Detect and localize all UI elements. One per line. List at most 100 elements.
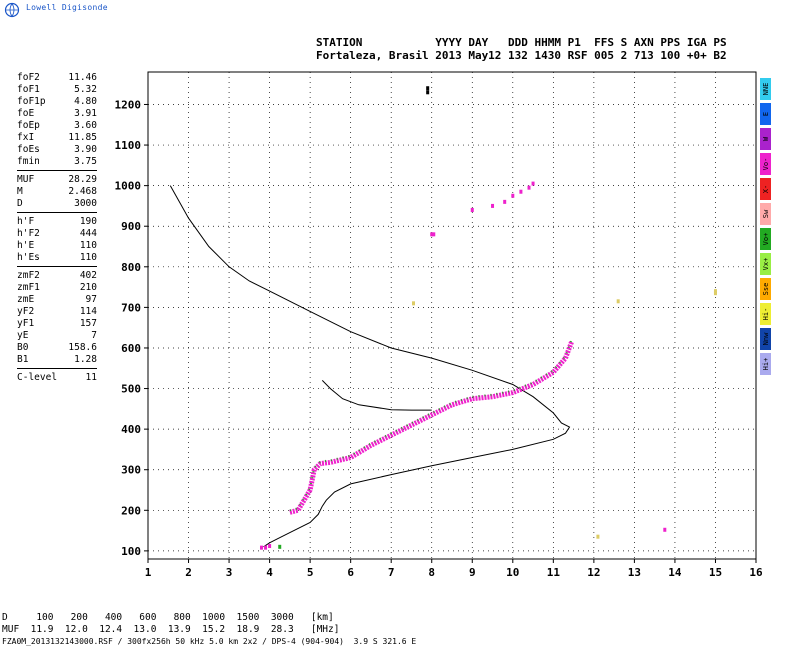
legend-item: Hi- [760, 303, 771, 325]
x-tick-label: 1 [145, 566, 152, 579]
legend-label: Hi- [761, 307, 770, 321]
legend-item: NNE [760, 78, 771, 100]
parameter-name: foE [17, 108, 35, 119]
parameter-name: fxI [17, 132, 35, 143]
parameter-name: D [17, 198, 23, 209]
x-tick-label: 14 [668, 566, 682, 579]
x-axis: 1 2 3 4 5 6 7 8 9 10 11 12 13 14 15 16 [145, 559, 763, 579]
parameter-row: foF2 11.46 [17, 72, 97, 84]
echo-point [470, 207, 474, 212]
y-axis: 100 200 300 400 500 600 700 800 900 1000 1100 1200 [115, 98, 148, 558]
echo-point [519, 189, 523, 194]
parameter-name: MUF [17, 174, 35, 185]
parameter-separator [17, 368, 97, 369]
parameter-value: 3.90 [74, 144, 97, 155]
parameter-name: foF1p [17, 96, 46, 107]
parameter-name: h'E [17, 240, 35, 251]
parameter-name: B0 [17, 342, 29, 353]
legend-item: Nnw [760, 328, 771, 350]
parameter-name: yE [17, 330, 29, 341]
echo-point [264, 545, 268, 550]
parameter-value: 210 [79, 282, 97, 293]
logo-text: Lowell Digisonde [26, 3, 108, 12]
echo-point [268, 544, 272, 549]
parameter-value: 158.6 [68, 342, 97, 353]
parameter-name: h'Es [17, 252, 40, 263]
parameter-value: 3.75 [74, 156, 97, 167]
parameter-name: B1 [17, 354, 29, 365]
y-tick-label: 200 [121, 504, 141, 517]
parameter-name: zmE [17, 294, 35, 305]
parameter-name: fmin [17, 156, 40, 167]
legend-label: X- [761, 184, 770, 194]
muf-row-frequency: MUF 11.9 12.0 12.4 13.0 13.9 15.2 18.9 2… [2, 624, 340, 635]
echo-point [511, 193, 515, 198]
logo: Lowell Digisonde [4, 2, 124, 18]
legend-item: Vx+ [760, 253, 771, 275]
muf-row-distance: D 100 200 400 600 800 1000 1500 3000 [km… [2, 612, 334, 623]
x-tick-label: 8 [428, 566, 435, 579]
plot-frame [147, 71, 757, 560]
parameter-value: 11.46 [68, 72, 97, 83]
legend-label: Vx+ [761, 257, 770, 271]
y-tick-label: 400 [121, 423, 141, 436]
y-tick-label: 900 [121, 220, 141, 233]
parameter-name: C-level [17, 372, 58, 383]
echo-point [527, 185, 531, 190]
y-tick-label: 1100 [115, 139, 142, 152]
legend-label: NNE [761, 82, 770, 96]
x-tick-label: 12 [587, 566, 600, 579]
echo-point [259, 545, 263, 550]
echo-point [432, 232, 436, 237]
parameter-name: h'F2 [17, 228, 40, 239]
parameter-row: B1 1.28 [17, 354, 97, 366]
echo-point [531, 181, 535, 186]
parameter-row: foF1p 4.80 [17, 96, 97, 108]
parameter-row: h'F 190 [17, 216, 97, 228]
parameter-name: yF2 [17, 306, 35, 317]
x-tick-label: 7 [388, 566, 395, 579]
echo-point [713, 289, 717, 294]
x-tick-label: 15 [709, 566, 722, 579]
parameter-name: foF1 [17, 84, 40, 95]
y-tick-label: 600 [121, 342, 141, 355]
x-tick-label: 2 [185, 566, 192, 579]
globe-icon [4, 2, 20, 18]
parameter-row: h'E 110 [17, 240, 97, 252]
x-tick-label: 10 [506, 566, 519, 579]
station-header: STATION YYYY DAY DDD HHMM P1 FFS S AXN P… [316, 36, 727, 62]
y-tick-label: 700 [121, 301, 141, 314]
parameter-row: M 2.468 [17, 186, 97, 198]
parameter-row: C-level 11 [17, 372, 97, 384]
parameter-row: zmE 97 [17, 294, 97, 306]
grid [148, 72, 756, 559]
parameter-value: 114 [79, 306, 97, 317]
y-tick-label: 1200 [115, 98, 142, 111]
parameter-name: zmF1 [17, 282, 40, 293]
parameter-separator [17, 170, 97, 171]
x-tick-label: 4 [266, 566, 273, 579]
legend-item: Vo+ [760, 228, 771, 250]
legend-label: Sse [761, 282, 770, 296]
parameter-value: 402 [79, 270, 97, 281]
parameter-row: zmF2 402 [17, 270, 97, 282]
parameter-row: yF1 157 [17, 318, 97, 330]
legend-item: W [760, 128, 771, 150]
legend-label: Nnw [761, 332, 770, 346]
y-tick-label: 1000 [115, 180, 142, 193]
x-tick-label: 3 [226, 566, 233, 579]
parameter-value: 444 [79, 228, 97, 239]
echo-point [278, 544, 282, 549]
parameter-value: 190 [79, 216, 97, 227]
parameter-value: 2.468 [68, 186, 97, 197]
x-tick-label: 6 [347, 566, 354, 579]
y-tick-label: 300 [121, 464, 141, 477]
parameter-value: 11 [85, 372, 97, 383]
file-info-footer: FZA0M_2013132143000.RSF / 300fx256h 50 k… [2, 637, 417, 646]
parameter-value: 11.85 [68, 132, 97, 143]
y-tick-label: 500 [121, 383, 141, 396]
parameter-name: h'F [17, 216, 35, 227]
parameter-row: zmF1 210 [17, 282, 97, 294]
parameter-row: h'F2 444 [17, 228, 97, 240]
